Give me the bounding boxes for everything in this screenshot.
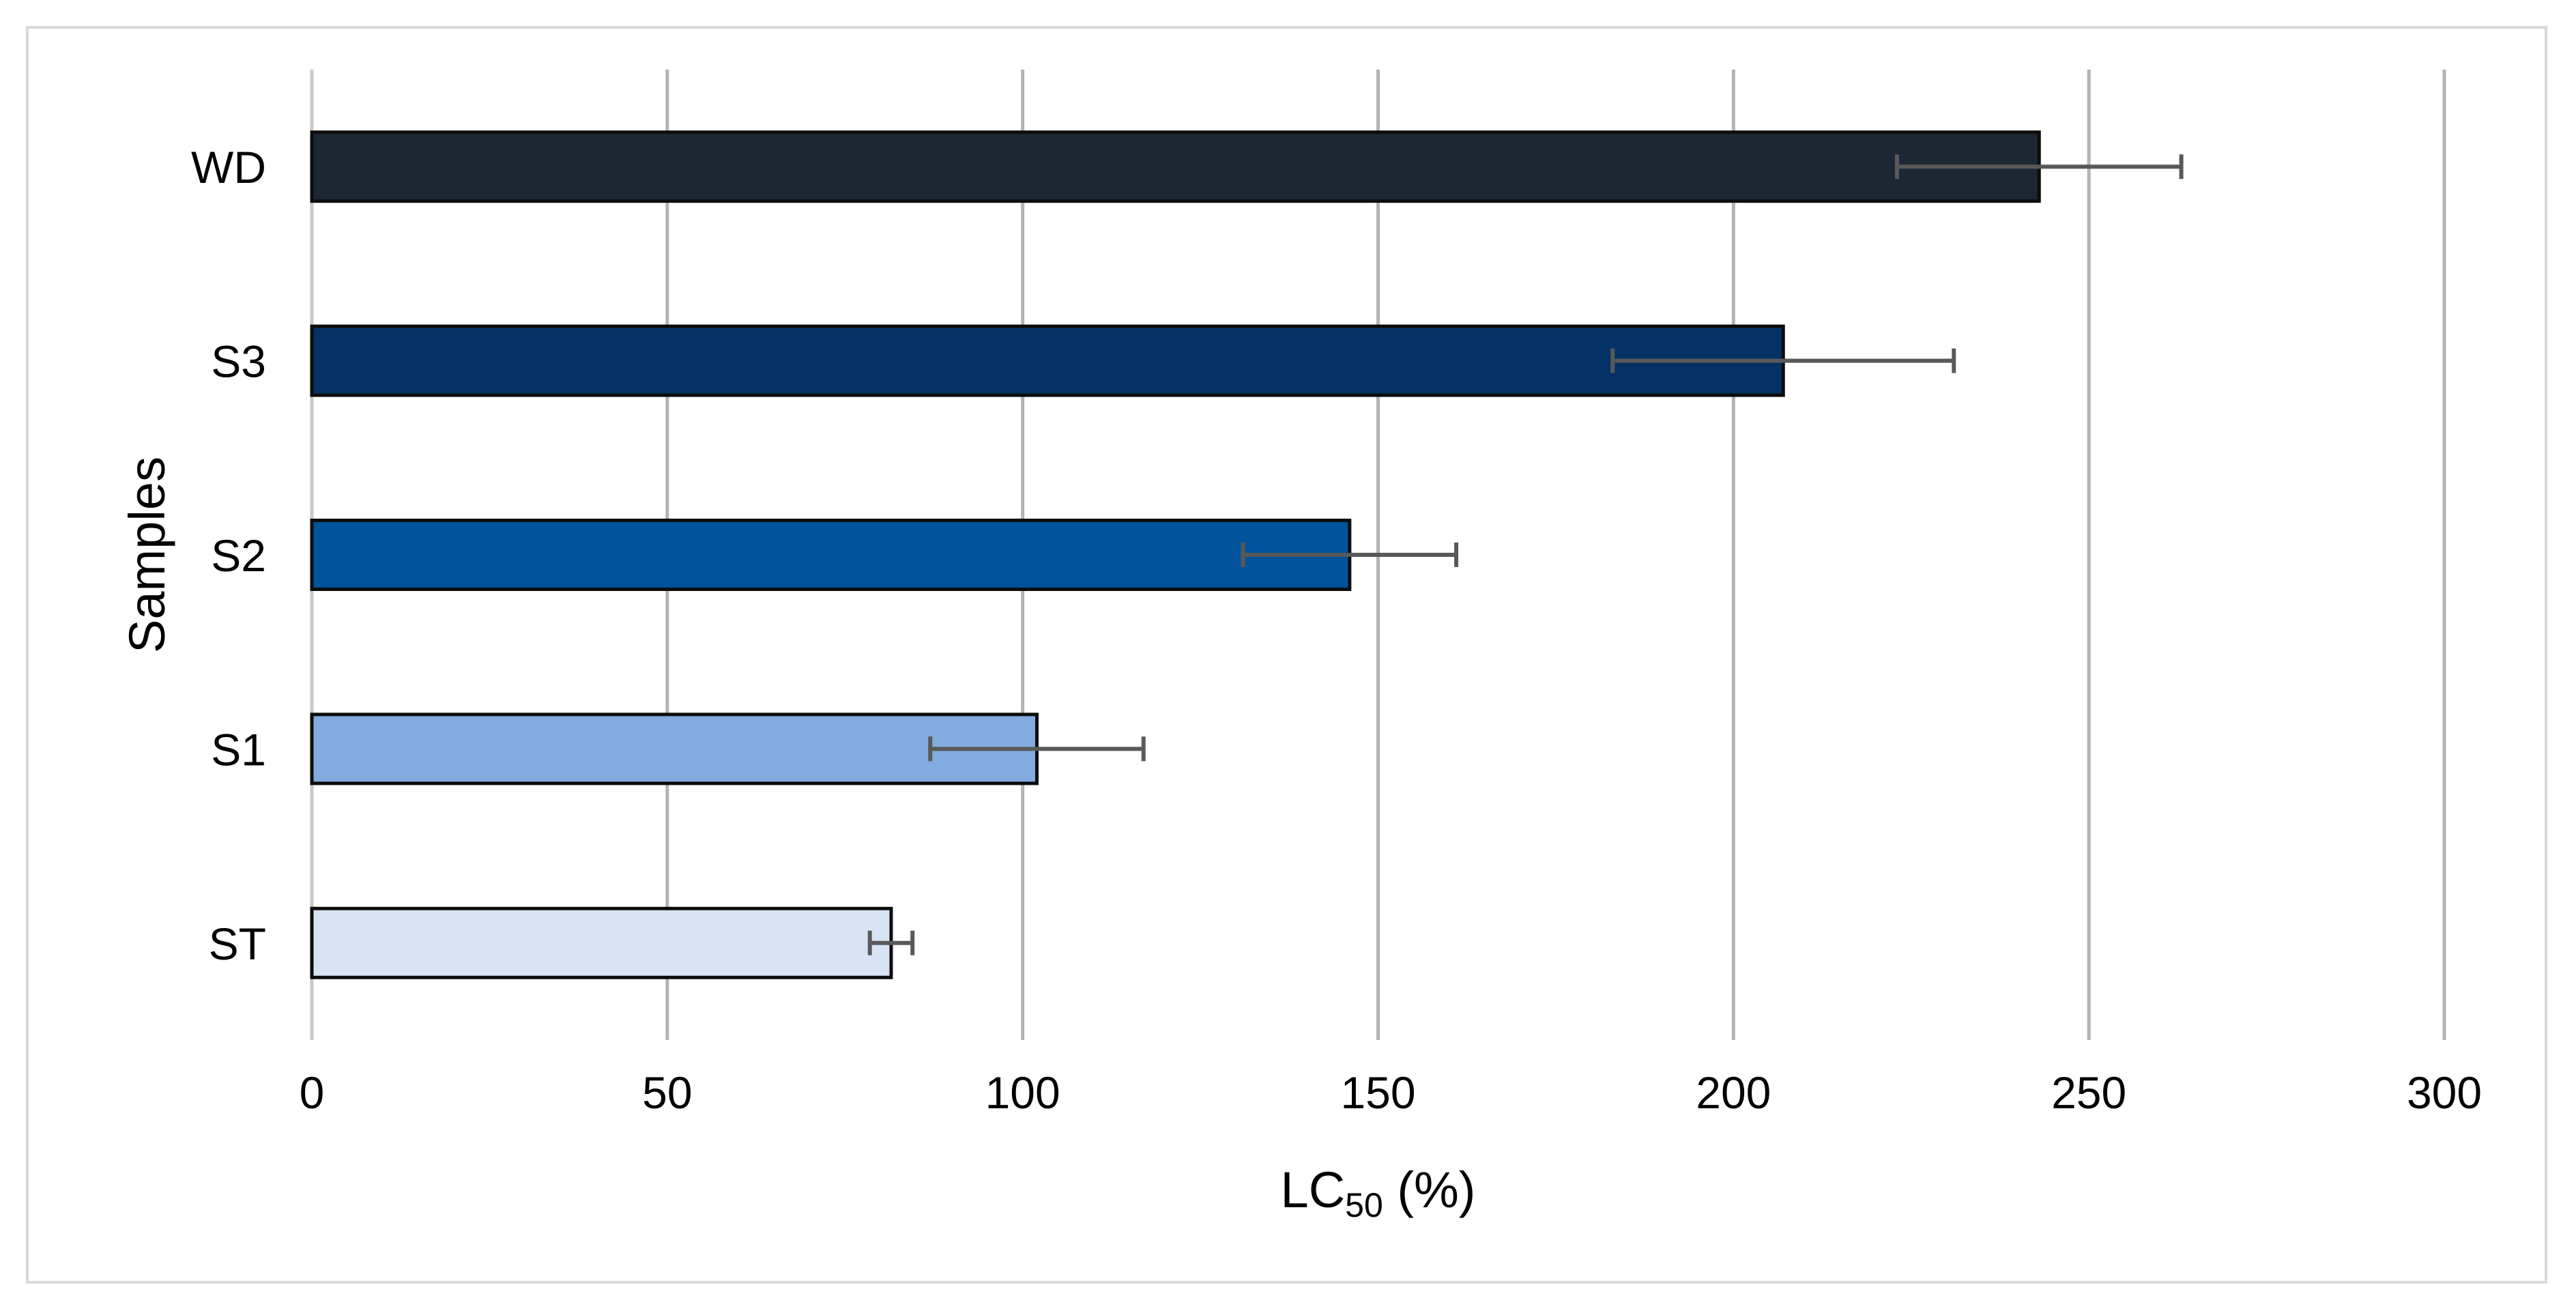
x-tick-label: 0: [300, 1067, 325, 1118]
x-tick-label: 100: [985, 1067, 1060, 1118]
category-label-st: ST: [209, 919, 266, 969]
bar-st: [310, 906, 893, 979]
error-bar-s2: [1241, 543, 1459, 567]
x-axis-title: LC50 (%): [1281, 1162, 1476, 1224]
x-axis-title-subscript: 50: [1345, 1186, 1383, 1224]
x-axis-title-main: LC: [1281, 1162, 1346, 1218]
x-tick-label: 200: [1696, 1067, 1771, 1118]
y-axis-title: Samples: [119, 457, 175, 653]
bars: [310, 130, 2041, 979]
chart-frame: 0 50 100 150 200 250 300 WD S3 S2 S1 ST LC50 (%) S…: [26, 26, 2547, 1284]
error-bar-s3: [1610, 348, 1956, 373]
error-bar-s1: [928, 736, 1146, 762]
x-tick-label: 150: [1340, 1067, 1415, 1118]
bar-s2: [310, 519, 1352, 591]
bar-wd: [310, 130, 2041, 203]
x-tick-label: 50: [642, 1067, 692, 1118]
x-tick-label: 300: [2407, 1067, 2482, 1118]
category-label-s3: S3: [211, 336, 266, 387]
x-tick-labels: 0 50 100 150 200 250 300: [300, 1067, 2482, 1118]
bar-s1: [310, 712, 1039, 785]
bar-s3: [310, 324, 1785, 397]
x-axis-title-suffix: (%): [1383, 1162, 1476, 1218]
category-label-wd: WD: [191, 142, 266, 192]
category-labels: WD S3 S2 S1 ST: [191, 142, 266, 969]
error-bar-st: [867, 930, 915, 955]
x-tick-label: 250: [2051, 1067, 2126, 1118]
error-bars: [867, 154, 2184, 955]
category-label-s2: S2: [211, 530, 266, 581]
category-label-s1: S1: [211, 724, 266, 775]
error-bar-wd: [1894, 154, 2184, 179]
